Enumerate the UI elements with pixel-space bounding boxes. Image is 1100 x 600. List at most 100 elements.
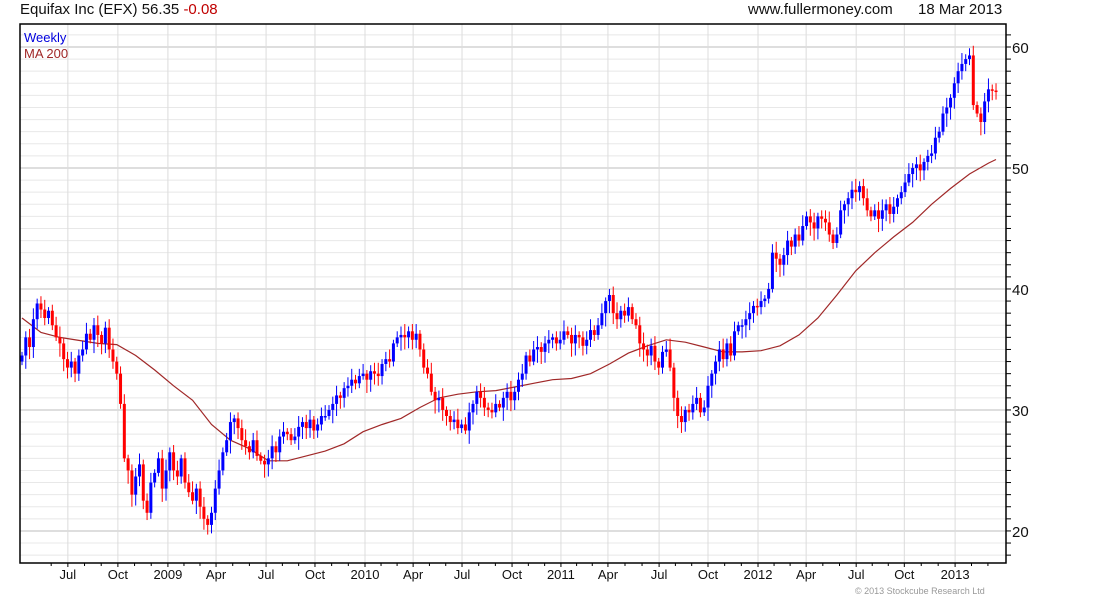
candle-down [54,325,58,338]
candle-up [270,446,274,459]
candle-up [24,337,28,356]
candle-down [634,319,638,326]
candle-up [880,210,884,219]
candle-down [490,409,494,413]
candle-down [630,307,634,320]
y-tick-label: 20 [1012,524,1029,541]
candle-down [236,418,240,429]
candle-down [672,367,676,398]
candle-up [884,204,888,211]
candle-down [263,460,267,465]
candle-up [907,174,911,183]
candle-up [357,376,361,384]
candle-down [145,500,149,513]
candle-down [820,216,824,219]
candle-up [846,198,850,205]
candle-up [134,476,138,495]
candle-down [88,333,92,340]
candle-up [786,240,790,256]
candle-down [372,371,376,374]
candle-down [73,361,77,374]
last-price: 56.35 [141,1,180,18]
candle-up [467,412,471,431]
candle-up [782,255,786,265]
plot-frame [19,23,1007,564]
candle-down [509,391,513,401]
candle-down [581,337,585,346]
candle-up [47,310,51,318]
candle-down [990,89,994,91]
candle-down [444,409,448,416]
candle-down [570,334,574,344]
candle-down [28,337,32,348]
x-tick-label: Jul [848,567,865,582]
candle-up [952,83,956,98]
candle-down [615,313,619,320]
candle-down [979,113,983,122]
candle-up [733,331,737,356]
candle-down [623,310,627,316]
candle-down [448,416,452,423]
y-tick-label: 30 [1012,403,1029,420]
candle-down [96,325,100,335]
candle-down [198,488,202,507]
candle-down [175,470,179,477]
candle-up [607,295,611,302]
candle-down [130,470,134,495]
candle-up [153,472,157,483]
candle-up [956,71,960,84]
candle-down [918,164,922,171]
x-tick-label: Jul [651,567,668,582]
x-tick-label: Jul [60,567,77,582]
candle-up [895,198,899,207]
candle-up [221,452,225,471]
candle-up [471,403,475,413]
candle-up [664,349,668,352]
candle-up [725,343,729,360]
candle-up [626,307,630,316]
candle-up [452,419,456,423]
candle-up [327,409,331,416]
candle-down [354,379,358,384]
candle-down [388,359,392,362]
candle-down [498,403,502,408]
candle-up [316,424,320,431]
candle-down [888,204,892,214]
candle-down [812,222,816,229]
candle-up [691,403,695,413]
candle-up [361,373,365,377]
candle-down [975,105,979,114]
candle-up [232,418,236,423]
chart-title: Equifax Inc (EFX) 56.35 -0.08 [20,1,218,18]
candle-up [395,337,399,344]
candle-down [191,492,195,501]
x-tick-label: 2010 [351,567,380,582]
candle-up [342,388,346,398]
candle-up [751,305,755,314]
candle-down [528,355,532,362]
candle-up [350,379,354,386]
candle-up [717,349,721,362]
candle-up [217,470,221,489]
candle-down [376,373,380,377]
y-tick-label: 40 [1012,282,1029,299]
candle-up [505,391,509,398]
x-tick-label: 2011 [547,567,575,582]
candle-up [69,361,73,368]
candle-up [92,325,96,340]
candle-up [933,137,937,154]
candle-up [596,325,600,335]
candle-down [285,431,289,435]
candle-up [225,440,229,453]
candle-up [391,343,395,362]
candle-down [994,90,998,93]
candle-down [642,343,646,350]
candle-up [520,373,524,380]
x-tick-label: Jul [454,567,471,582]
candle-up [266,458,270,465]
candle-up [543,343,547,352]
candle-up [960,63,964,72]
candle-up [84,333,88,350]
candle-up [873,210,877,217]
candle-up [589,330,592,340]
